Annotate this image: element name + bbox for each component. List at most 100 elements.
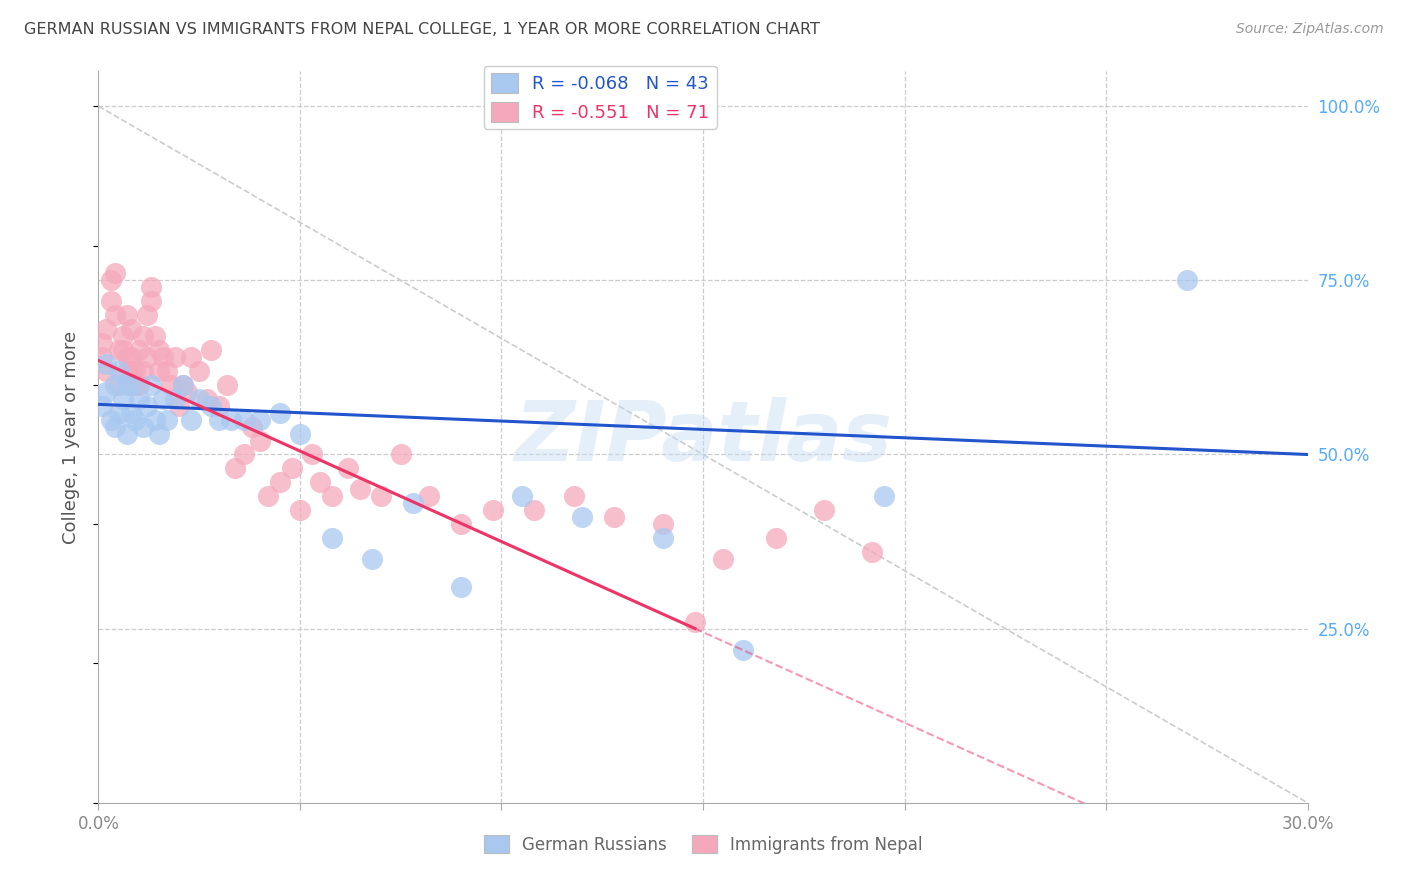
Point (208, 399, 231, 413)
Point (139, 377, 162, 392)
Point (115, 377, 138, 392)
Point (321, 489, 343, 503)
Text: GERMAN RUSSIAN VS IMMIGRANTS FROM NEPAL COLLEGE, 1 YEAR OR MORE CORRELATION CHAR: GERMAN RUSSIAN VS IMMIGRANTS FROM NEPAL … (24, 22, 820, 37)
Point (103, 308, 125, 322)
Point (152, 350, 174, 364)
Point (107, 406, 129, 420)
Point (510, 489, 533, 503)
Point (132, 364, 155, 378)
Point (100, 273, 122, 287)
Point (156, 412, 179, 426)
Point (188, 392, 211, 406)
Point (683, 615, 706, 629)
Point (115, 426, 138, 441)
Point (200, 399, 222, 413)
Point (128, 343, 150, 357)
Point (143, 412, 166, 426)
Point (107, 364, 129, 378)
Point (91, 350, 114, 364)
Point (711, 552, 734, 566)
Point (160, 377, 183, 392)
Point (120, 364, 142, 378)
Point (309, 475, 332, 490)
Point (571, 510, 593, 524)
Point (172, 377, 194, 392)
Point (156, 364, 179, 378)
Point (269, 475, 291, 490)
Point (651, 531, 673, 545)
Point (1175, 273, 1198, 287)
Point (103, 266, 125, 280)
Point (249, 434, 271, 448)
Point (176, 384, 198, 399)
Point (124, 377, 146, 392)
Point (120, 322, 142, 336)
Point (240, 419, 263, 434)
Point (124, 412, 146, 426)
Point (450, 580, 472, 594)
Point (188, 364, 211, 378)
Point (249, 412, 271, 426)
Point (128, 392, 150, 406)
Point (100, 294, 122, 309)
Point (288, 503, 311, 517)
Point (418, 489, 440, 503)
Point (269, 406, 291, 420)
Point (180, 412, 202, 426)
Point (349, 483, 371, 497)
Point (103, 419, 125, 434)
Point (139, 294, 162, 309)
Point (111, 329, 134, 343)
Point (132, 329, 155, 343)
Point (120, 406, 142, 420)
Point (232, 412, 254, 426)
Point (651, 517, 673, 532)
Point (96, 357, 118, 371)
Point (96, 364, 118, 378)
Point (100, 412, 122, 426)
Point (301, 448, 323, 462)
Point (450, 517, 472, 532)
Point (124, 364, 146, 378)
Point (135, 308, 157, 322)
Point (180, 350, 202, 364)
Point (256, 489, 278, 503)
Point (107, 343, 129, 357)
Point (402, 496, 425, 510)
Point (813, 503, 835, 517)
Point (860, 545, 883, 559)
Point (321, 531, 343, 545)
Point (115, 308, 138, 322)
Point (96, 322, 118, 336)
Point (523, 503, 546, 517)
Point (482, 503, 505, 517)
Point (115, 364, 138, 378)
Point (200, 343, 222, 357)
Point (733, 642, 755, 657)
Point (91, 336, 114, 351)
Point (96, 384, 118, 399)
Point (111, 343, 134, 357)
Point (148, 364, 170, 378)
Point (139, 280, 162, 294)
Point (232, 448, 254, 462)
Point (132, 419, 155, 434)
Point (152, 392, 174, 406)
Point (389, 448, 412, 462)
Point (873, 489, 896, 503)
Point (111, 392, 134, 406)
Point (221, 412, 243, 426)
Point (195, 392, 218, 406)
Point (163, 392, 186, 406)
Point (148, 343, 170, 357)
Point (765, 531, 787, 545)
Point (217, 377, 239, 392)
Point (603, 510, 626, 524)
Y-axis label: College, 1 year or more: College, 1 year or more (62, 331, 80, 543)
Text: ZIPatlas: ZIPatlas (515, 397, 891, 477)
Point (224, 461, 246, 475)
Point (135, 399, 157, 413)
Point (172, 377, 194, 392)
Point (107, 377, 129, 392)
Point (135, 350, 157, 364)
